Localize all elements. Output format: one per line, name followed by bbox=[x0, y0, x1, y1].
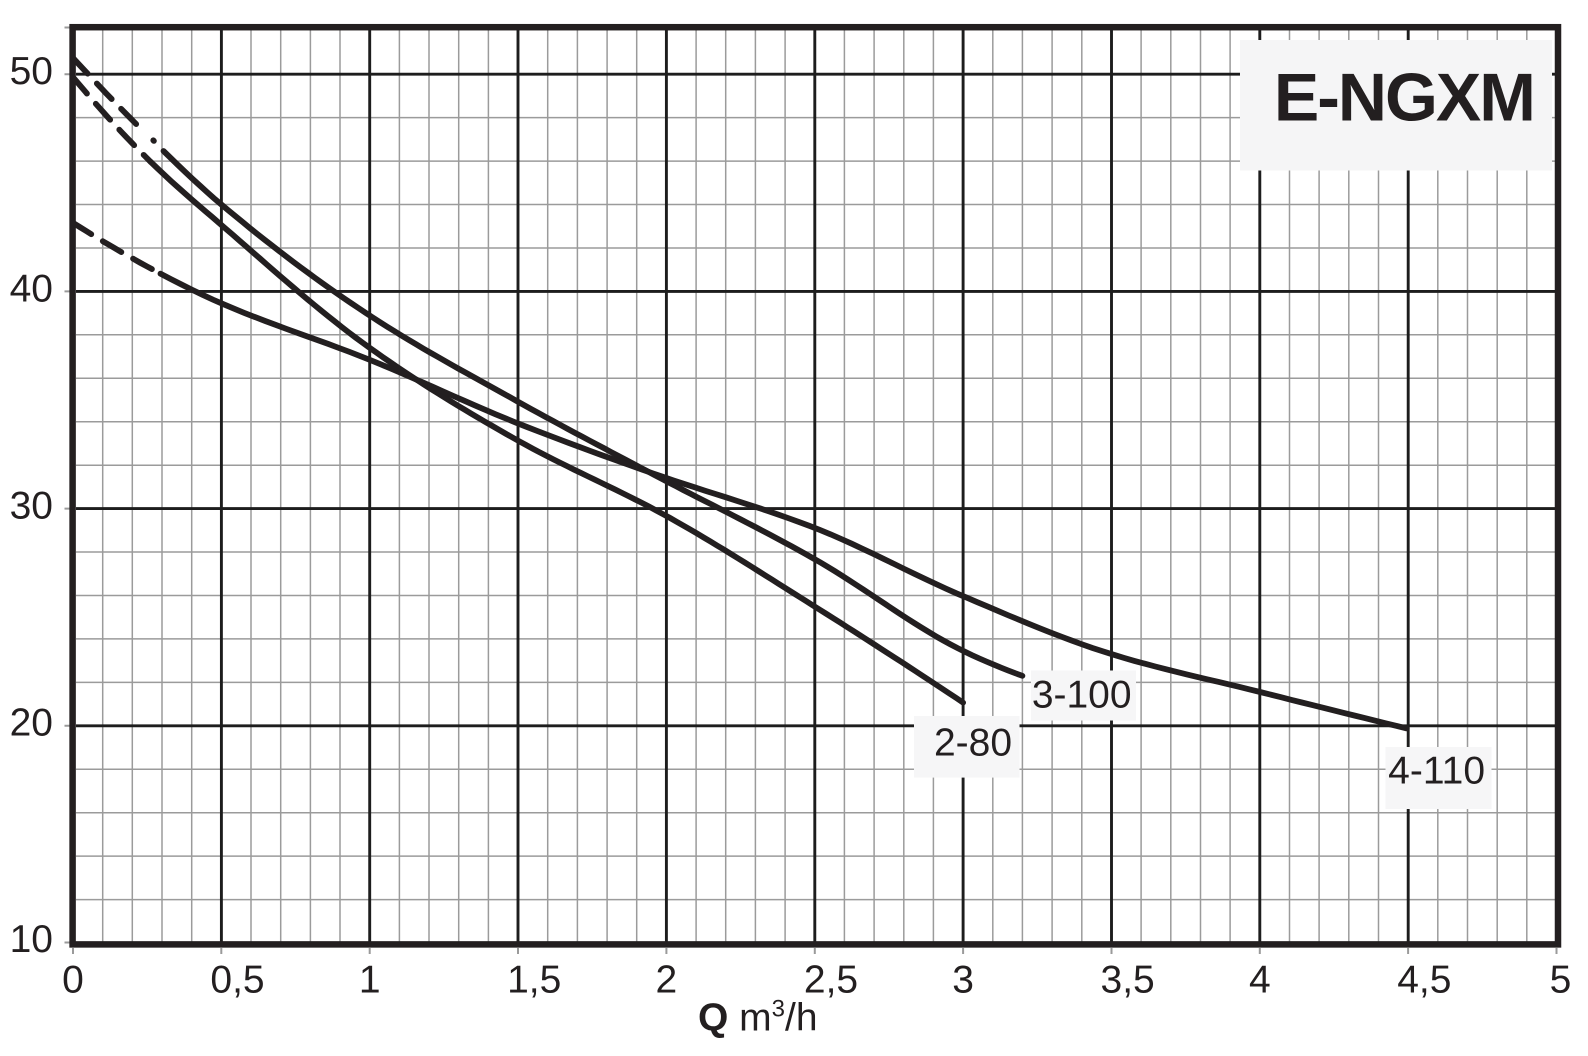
svg-text:10: 10 bbox=[10, 918, 53, 961]
svg-text:50: 50 bbox=[10, 50, 53, 93]
svg-text:4: 4 bbox=[1249, 959, 1271, 1002]
svg-text:3: 3 bbox=[952, 959, 974, 1002]
svg-text:0,5: 0,5 bbox=[210, 959, 264, 1002]
svg-text:3-100: 3-100 bbox=[1032, 674, 1132, 717]
svg-text:20: 20 bbox=[10, 702, 53, 745]
svg-text:0: 0 bbox=[62, 959, 84, 1002]
svg-text:E-NGXM: E-NGXM bbox=[1274, 60, 1534, 136]
svg-text:1,5: 1,5 bbox=[507, 959, 561, 1002]
svg-text:2-80: 2-80 bbox=[934, 721, 1012, 764]
svg-text:1: 1 bbox=[359, 959, 381, 1002]
svg-text:2,5: 2,5 bbox=[804, 959, 858, 1002]
svg-text:2: 2 bbox=[656, 959, 678, 1002]
svg-text:40: 40 bbox=[10, 267, 53, 310]
svg-text:5: 5 bbox=[1550, 959, 1572, 1002]
svg-text:Q m3/h: Q m3/h bbox=[698, 996, 818, 1040]
svg-text:3,5: 3,5 bbox=[1101, 959, 1155, 1002]
svg-text:4,5: 4,5 bbox=[1397, 959, 1451, 1002]
svg-text:4-110: 4-110 bbox=[1388, 749, 1485, 792]
svg-text:30: 30 bbox=[10, 485, 53, 528]
